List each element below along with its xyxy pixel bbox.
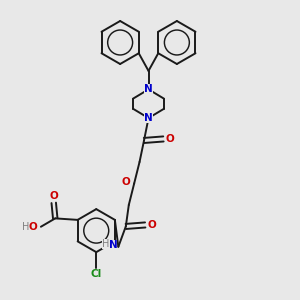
Text: O: O xyxy=(166,134,174,144)
Text: O: O xyxy=(50,191,58,201)
Text: H: H xyxy=(22,222,29,232)
Text: O: O xyxy=(122,177,130,187)
Text: N: N xyxy=(144,84,153,94)
Text: N: N xyxy=(144,113,153,123)
Text: O: O xyxy=(147,220,156,230)
Text: Cl: Cl xyxy=(91,269,102,279)
Text: N: N xyxy=(109,240,117,250)
Text: O: O xyxy=(28,222,37,232)
Text: H: H xyxy=(102,239,110,249)
